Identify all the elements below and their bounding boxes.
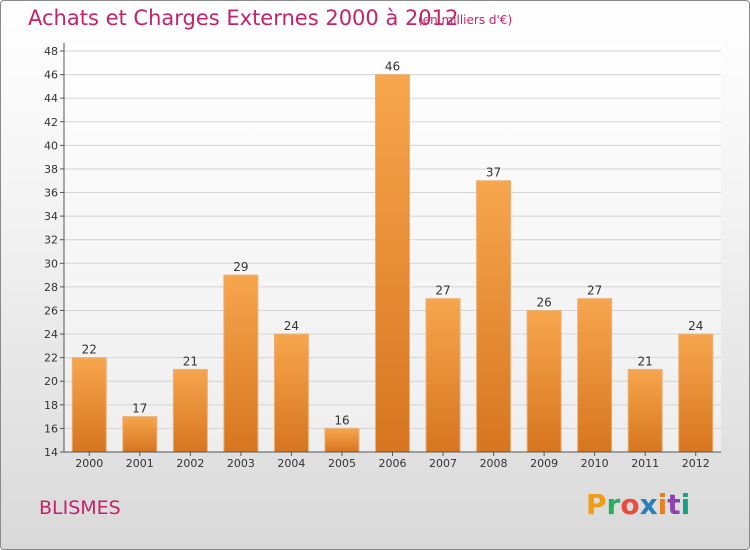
y-tick-label: 42	[44, 116, 58, 129]
bar	[71, 357, 107, 453]
bars: 22 17 21 29 24 16 46 27 37 26 27 21 24	[71, 60, 714, 453]
bar-group: 21	[627, 354, 663, 453]
y-tick-label: 28	[44, 281, 58, 294]
bar	[273, 333, 309, 453]
bar-group: 21	[172, 354, 208, 453]
bar-group: 27	[425, 284, 461, 453]
commune-name: BLISMES	[39, 497, 121, 519]
bar-group: 29	[223, 260, 259, 453]
data-label: 29	[233, 260, 248, 274]
bar	[526, 309, 562, 453]
bar	[425, 298, 461, 453]
bar	[627, 368, 663, 453]
y-tick-label: 32	[44, 234, 58, 247]
x-tick-label: 2011	[631, 457, 659, 470]
x-tick-label: 2003	[227, 457, 255, 470]
data-label: 17	[132, 402, 147, 416]
proxiti-logo: Proxiti	[586, 488, 690, 521]
bar	[678, 333, 714, 453]
bar	[324, 427, 360, 453]
data-label: 24	[688, 319, 703, 333]
bar-group: 27	[577, 284, 613, 453]
y-tick-label: 46	[44, 69, 58, 82]
y-tick-label: 44	[44, 92, 58, 105]
x-tick-label: 2009	[530, 457, 558, 470]
y-tick-label: 34	[44, 210, 58, 223]
data-label: 26	[536, 295, 551, 309]
x-tick-label: 2006	[379, 457, 407, 470]
bar	[577, 298, 613, 453]
data-label: 21	[638, 354, 653, 368]
y-tick-label: 38	[44, 163, 58, 176]
bar-group: 24	[678, 319, 714, 453]
x-tick-label: 2000	[75, 457, 103, 470]
logo-letter: P	[586, 488, 607, 521]
data-label: 46	[385, 60, 400, 74]
logo-letter: i	[680, 488, 691, 521]
y-tick-label: 14	[44, 446, 58, 459]
data-label: 16	[334, 413, 349, 427]
y-tick-label: 30	[44, 257, 58, 270]
bar-group: 22	[71, 343, 107, 453]
x-tick-label: 2004	[277, 457, 305, 470]
bar	[375, 74, 410, 453]
axes: 14 16 18 20 22 24 26 28 30 32 34 36 38 40 42 44 46 48 2000…	[44, 43, 721, 470]
y-tick-label: 24	[44, 328, 58, 341]
chart-title: Achats et Charges Externes 2000 à 2012	[28, 6, 459, 30]
bar	[223, 274, 259, 453]
y-tick-label: 22	[44, 352, 58, 365]
x-tick-label: 2001	[126, 457, 154, 470]
x-tick-label: 2002	[176, 457, 204, 470]
x-tick-label: 2012	[682, 457, 710, 470]
bar	[172, 368, 208, 453]
x-tick-label: 2008	[480, 457, 508, 470]
x-tick-label: 2010	[581, 457, 609, 470]
logo-letter: i	[657, 488, 668, 521]
bar-group: 26	[526, 295, 562, 453]
bar-group: 17	[122, 402, 158, 453]
data-label: 24	[284, 319, 299, 333]
data-label: 37	[486, 166, 501, 180]
bar-group: 46	[375, 60, 410, 453]
logo-letter: t	[667, 488, 681, 521]
bar-group: 37	[476, 166, 512, 453]
bar-group: 24	[273, 319, 309, 453]
y-tick-label: 40	[44, 139, 58, 152]
logo-letter: r	[606, 488, 621, 521]
y-tick-label: 16	[44, 422, 58, 435]
bar	[122, 416, 158, 453]
y-tick-label: 18	[44, 399, 58, 412]
bar	[476, 180, 512, 453]
bar-group: 16	[324, 413, 360, 453]
x-tick-label: 2005	[328, 457, 356, 470]
logo-letter: o	[620, 488, 640, 521]
data-label: 27	[587, 284, 602, 298]
logo-letter: x	[639, 488, 658, 521]
data-label: 21	[183, 354, 198, 368]
y-tick-label: 26	[44, 304, 58, 317]
y-tick-label: 48	[44, 45, 58, 58]
y-tick-label: 20	[44, 375, 58, 388]
chart-subtitle: (en milliers d'€)	[418, 13, 513, 27]
data-label: 27	[435, 284, 450, 298]
x-tick-label: 2007	[429, 457, 457, 470]
data-label: 22	[82, 343, 97, 357]
y-tick-label: 36	[44, 187, 58, 200]
